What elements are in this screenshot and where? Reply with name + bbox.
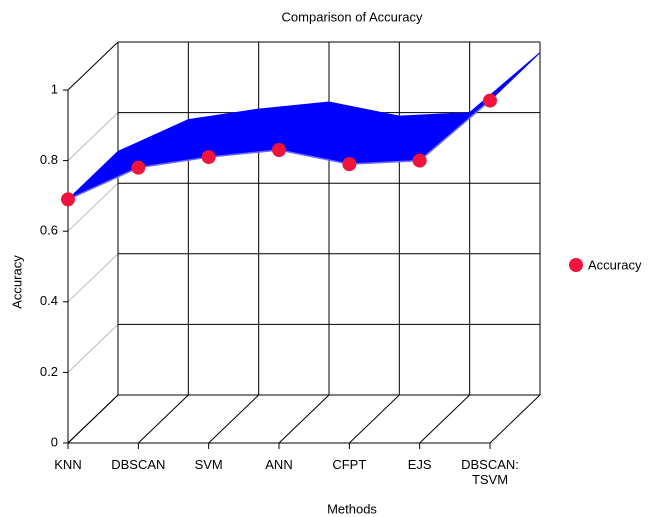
y-tick-label: 0 [51,434,58,449]
x-tick-label: KNN [54,457,82,472]
marker [342,157,357,172]
x-tick-label: DBSCAN: TSVM [461,457,519,487]
floor-line [489,394,541,444]
y-tick-label: 0.2 [40,364,58,379]
x-tick-label: DBSCAN [111,457,166,472]
x-axis-label: Methods [327,501,377,516]
x-tick-label: SVM [194,457,223,472]
y-tick-label: 0.6 [40,223,58,238]
chart-title: Comparison of Accuracy [282,9,423,24]
y-tick-label: 0.8 [40,152,58,167]
floor-line [208,394,260,444]
x-tick-label: EJS [407,457,432,472]
legend-label: Accuracy [588,257,642,272]
floor-line [419,394,471,444]
y-tick-label: 0.4 [40,293,58,308]
marker [201,150,216,165]
x-tick-label: ANN [265,457,293,472]
floor-line [67,394,119,444]
grid-line [67,41,119,91]
grid-line [67,112,119,161]
floor-line [278,394,330,444]
grid-line [67,182,119,232]
marker [412,153,427,168]
grid-line [67,324,119,373]
x-tick-label: CFPT [332,457,367,472]
y-tick-label: 1 [51,81,58,96]
legend-marker [569,258,583,272]
marker [272,143,286,158]
grid-line [67,253,119,303]
marker [131,160,146,175]
floor-line [348,394,400,444]
marker [61,192,75,207]
y-axis-label: Accuracy [9,255,24,309]
floor-line [137,394,189,444]
marker [483,93,497,108]
